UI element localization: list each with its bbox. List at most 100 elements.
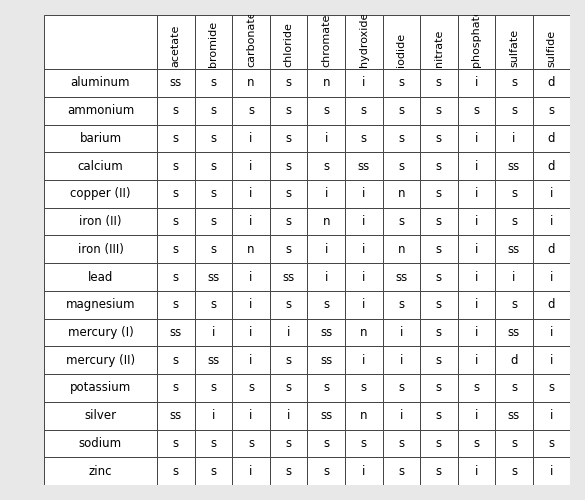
Text: s: s [173, 354, 179, 366]
Bar [232, 263, 270, 291]
Bar [307, 69, 345, 97]
Bar [195, 318, 232, 346]
Text: i: i [287, 409, 290, 422]
Bar [495, 318, 533, 346]
Bar [383, 430, 420, 458]
Bar [270, 318, 307, 346]
Bar [307, 208, 345, 236]
Text: silver: silver [84, 409, 116, 422]
Text: ss: ss [357, 160, 370, 172]
Text: d: d [548, 243, 555, 256]
Text: ss: ss [207, 354, 219, 366]
Text: ss: ss [170, 326, 182, 339]
Bar [44, 97, 157, 124]
Text: s: s [436, 188, 442, 200]
Text: copper (II): copper (II) [70, 188, 130, 200]
Text: n: n [247, 76, 254, 90]
Bar [44, 152, 157, 180]
Bar [270, 180, 307, 208]
Text: s: s [436, 104, 442, 117]
Bar [495, 97, 533, 124]
Bar [420, 180, 457, 208]
Text: i: i [550, 270, 553, 283]
Bar [44, 318, 157, 346]
Text: i: i [550, 326, 553, 339]
Text: d: d [548, 132, 555, 145]
Bar [195, 458, 232, 485]
Bar [195, 152, 232, 180]
Bar [195, 236, 232, 263]
Bar [420, 15, 457, 69]
Bar [44, 236, 157, 263]
Bar [457, 291, 495, 318]
Text: ss: ss [508, 326, 520, 339]
Text: s: s [211, 464, 216, 477]
Bar [44, 430, 157, 458]
Text: s: s [436, 160, 442, 172]
Text: s: s [398, 382, 404, 394]
Text: i: i [249, 132, 253, 145]
Bar [44, 374, 157, 402]
Text: i: i [512, 270, 516, 283]
Bar [495, 291, 533, 318]
Text: s: s [285, 132, 292, 145]
Text: s: s [211, 298, 216, 312]
Text: i: i [475, 326, 478, 339]
Text: i: i [325, 270, 328, 283]
Text: s: s [211, 160, 216, 172]
Text: i: i [249, 215, 253, 228]
Bar [533, 458, 570, 485]
Text: s: s [436, 76, 442, 90]
Bar [307, 291, 345, 318]
Text: i: i [475, 270, 478, 283]
Text: s: s [436, 464, 442, 477]
Text: i: i [475, 243, 478, 256]
Text: ss: ss [170, 76, 182, 90]
Bar [383, 402, 420, 429]
Text: acetate: acetate [171, 24, 181, 66]
Text: carbonate: carbonate [246, 10, 256, 66]
Bar [345, 180, 383, 208]
Bar [232, 208, 270, 236]
Bar [533, 291, 570, 318]
Bar [533, 15, 570, 69]
Bar [270, 236, 307, 263]
Text: chromate: chromate [321, 14, 331, 66]
Bar [270, 458, 307, 485]
Bar [495, 402, 533, 429]
Text: s: s [211, 104, 216, 117]
Text: phosphate: phosphate [472, 8, 481, 66]
Bar [232, 318, 270, 346]
Bar [44, 291, 157, 318]
Bar [420, 374, 457, 402]
Text: s: s [511, 188, 517, 200]
Bar [420, 402, 457, 429]
Bar [457, 152, 495, 180]
Bar [44, 402, 157, 429]
Bar [307, 374, 345, 402]
Bar [44, 208, 157, 236]
Text: s: s [173, 437, 179, 450]
Bar [307, 97, 345, 124]
Bar [157, 69, 195, 97]
Bar [345, 69, 383, 97]
Text: s: s [323, 464, 329, 477]
Text: s: s [511, 298, 517, 312]
Bar [307, 318, 345, 346]
Text: ss: ss [283, 270, 295, 283]
Bar [533, 402, 570, 429]
Bar [157, 374, 195, 402]
Bar [533, 374, 570, 402]
Bar [345, 15, 383, 69]
Bar [157, 180, 195, 208]
Bar [457, 124, 495, 152]
Bar [232, 152, 270, 180]
Bar [195, 402, 232, 429]
Bar [533, 124, 570, 152]
Text: s: s [211, 437, 216, 450]
Bar [420, 236, 457, 263]
Bar [495, 458, 533, 485]
Text: d: d [548, 76, 555, 90]
Text: i: i [287, 326, 290, 339]
Text: ss: ss [320, 409, 332, 422]
